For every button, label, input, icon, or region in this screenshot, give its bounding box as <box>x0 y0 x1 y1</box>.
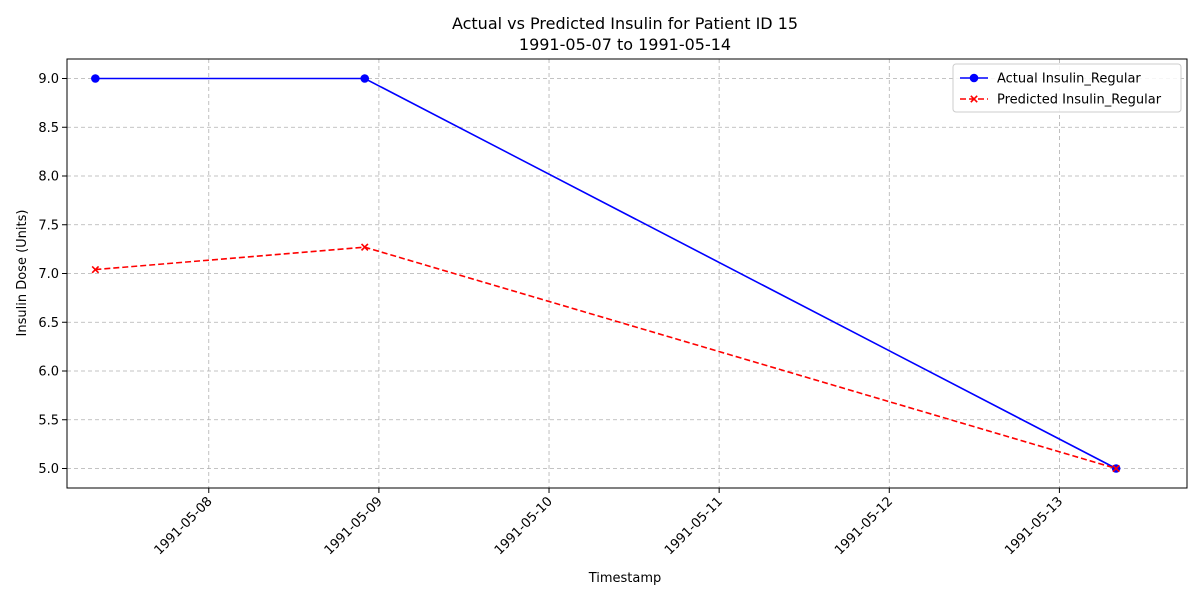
chart-title: Actual vs Predicted Insulin for Patient … <box>452 14 798 33</box>
y-tick-label: 6.0 <box>38 365 59 380</box>
legend-label-predicted-insulin-regular: Predicted Insulin_Regular <box>997 93 1162 108</box>
grid-lines <box>67 59 1187 488</box>
data-point-predicted-insulin-regular <box>91 265 100 274</box>
y-axis-label: Insulin Dose (Units) <box>15 210 30 337</box>
legend-marker-actual-insulin-regular <box>969 73 979 83</box>
y-tick-label: 5.0 <box>38 462 59 477</box>
y-tick-label: 6.5 <box>38 316 59 331</box>
data-point-predicted-insulin-regular <box>360 243 369 251</box>
series-line-predicted-insulin-regular <box>95 246 1117 470</box>
y-tick-label: 8.5 <box>38 121 59 136</box>
legend-label-actual-insulin-regular: Actual Insulin_Regular <box>997 72 1141 87</box>
y-tick-label: 7.0 <box>38 267 59 282</box>
x-tick-label: 1991-05-09 <box>322 494 386 558</box>
legend-marker-predicted-insulin-regular <box>970 95 978 103</box>
y-tick-label: 7.5 <box>38 218 59 233</box>
y-tick-label: 5.5 <box>38 413 59 428</box>
legend: Actual Insulin_Regular Predicted Insulin_… <box>952 63 1182 113</box>
y-tick-label: 9.0 <box>38 72 59 87</box>
chart-subtitle: 1991-05-07 to 1991-05-14 <box>519 35 731 54</box>
x-tick-label: 1991-05-12 <box>832 494 896 558</box>
x-tick-label: 1991-05-13 <box>1002 494 1066 558</box>
x-axis-label: Timestamp <box>588 571 662 586</box>
y-axis: 5.0 5.5 6.0 6.5 7.0 7.5 8.0 8.5 9.0 <box>38 72 67 477</box>
x-tick-label: 1991-05-11 <box>662 494 726 558</box>
x-axis: 1991-05-08 1991-05-09 1991-05-10 1991-05-11… <box>152 488 1066 558</box>
data-point-actual-insulin-regular <box>91 74 100 83</box>
legend-box <box>952 63 1182 113</box>
x-tick-label: 1991-05-08 <box>152 494 216 558</box>
x-tick-label: 1991-05-10 <box>492 494 556 558</box>
data-point-predicted-insulin-regular <box>1112 464 1120 473</box>
data-point-actual-insulin-regular <box>360 74 370 83</box>
series-layer <box>91 74 1121 473</box>
y-tick-label: 8.0 <box>38 170 59 185</box>
